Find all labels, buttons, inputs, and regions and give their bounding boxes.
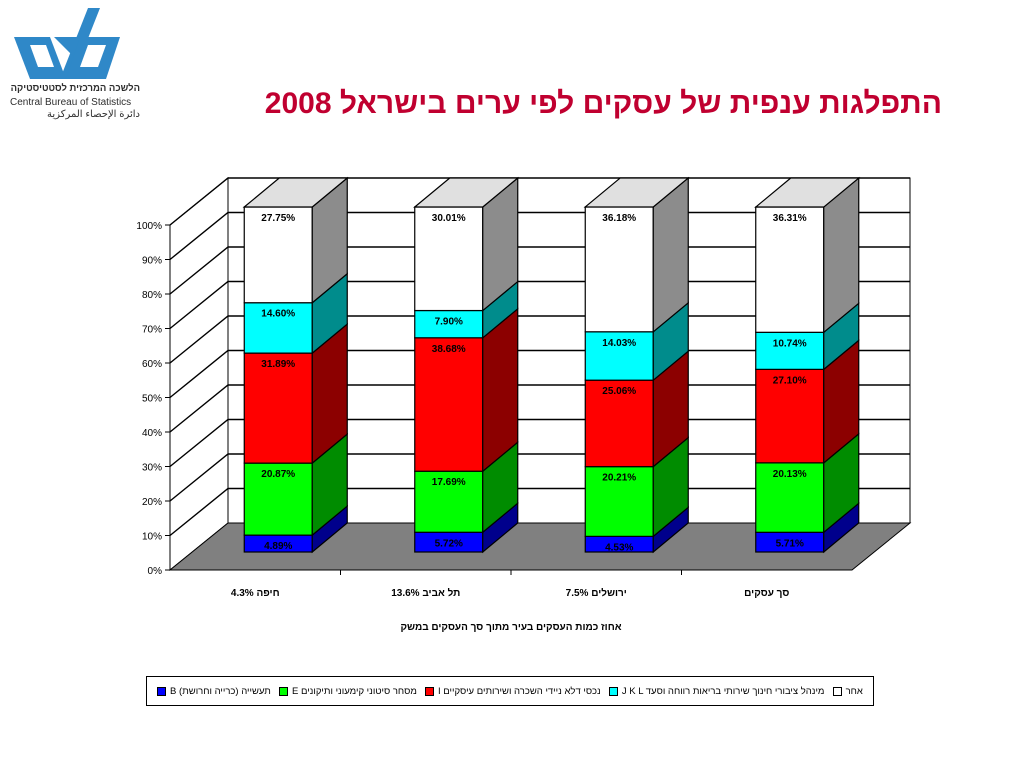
legend-label: E מסחר סיטוני קימעוני ותיקונים (291, 685, 417, 697)
bar-segment (243, 462, 313, 536)
legend-item: J K L מינהל ציבורי חינוך שירותי בריאות ר… (608, 685, 825, 697)
y-tick-label: 0% (148, 566, 163, 577)
data-label: 30.01% (432, 213, 466, 224)
data-label: 5.71% (776, 538, 804, 549)
legend-swatch (608, 686, 618, 696)
data-label: 7.90% (435, 317, 463, 328)
y-tick-label: 30% (142, 463, 162, 474)
legend-item: אחר (832, 685, 863, 697)
bar-segment (584, 331, 654, 381)
legend-swatch (278, 686, 288, 696)
bar-segment (414, 309, 484, 339)
legend-swatch (157, 686, 167, 696)
x-tick-label: סך עסקים (744, 588, 789, 599)
x-tick-label: ירושלים 7.5% (566, 587, 627, 599)
logo-text-english: Central Bureau of Statistics (10, 97, 132, 108)
data-label: 27.10% (773, 375, 807, 386)
y-tick-label: 80% (142, 290, 162, 301)
data-label: 5.72% (435, 538, 463, 549)
logo-text-hebrew: הלשכה המרכזית לסטטיסטיקה (10, 83, 140, 94)
y-tick-label: 90% (142, 256, 162, 267)
bar-segment (414, 206, 484, 312)
data-label: 20.87% (261, 469, 295, 480)
bar-segment (414, 337, 484, 472)
legend-label: I נכסי דלא ניידי השכרה ושירותים עיסקיים (437, 685, 601, 697)
data-label: 14.03% (602, 338, 636, 349)
y-tick-label: 100% (136, 221, 162, 232)
y-tick-label: 50% (142, 394, 162, 405)
x-tick-label: חיפה 4.3% (231, 588, 280, 599)
logo-text-arabic: دائرة الإحصاء المركزية (47, 109, 140, 120)
data-label: 36.31% (773, 213, 807, 224)
bar-segment (243, 206, 313, 304)
data-label: 38.68% (432, 344, 466, 355)
data-label: 10.74% (773, 338, 807, 349)
bar-segment (755, 462, 825, 533)
data-label: 27.75% (261, 213, 295, 224)
bar-segment (584, 379, 654, 468)
legend-label: B תעשייה (כרייה וחרושת) (170, 685, 271, 697)
y-tick-label: 70% (142, 325, 162, 336)
legend-label: אחר (845, 685, 863, 697)
bar-top (242, 177, 349, 208)
bar-segment (755, 368, 825, 464)
cbs-logo-emblem (14, 8, 120, 79)
data-label: 31.89% (261, 359, 295, 370)
data-label: 4.53% (605, 542, 633, 553)
bar-top (754, 177, 861, 208)
data-label: 20.13% (773, 469, 807, 480)
y-tick-label: 40% (142, 428, 162, 439)
legend-swatch (424, 686, 434, 696)
bar-top (413, 177, 520, 208)
chart-legend: B תעשייה (כרייה וחרושת) E מסחר סיטוני קימ… (146, 676, 874, 706)
legend-item: B תעשייה (כרייה וחרושת) (157, 686, 271, 697)
data-label: 4.89% (264, 541, 292, 552)
y-tick-label: 60% (142, 359, 162, 370)
page-title: התפלגות ענפית של עסקים לפי ערים בישראל 2… (264, 87, 942, 120)
bar-segment (243, 352, 313, 464)
data-label: 20.21% (602, 473, 636, 484)
y-tick-label: 20% (142, 497, 162, 508)
bar-top (583, 177, 690, 208)
data-label: 25.06% (602, 386, 636, 397)
x-axis-title: אחוז כמות העסקים בעיר מתוך סך העסקים במש… (400, 622, 621, 633)
bar-segment (584, 466, 654, 537)
legend-label: J K L מינהל ציבורי חינוך שירותי בריאות ר… (621, 685, 825, 697)
bar-segment (243, 302, 313, 354)
legend-item: E מסחר סיטוני קימעוני ותיקונים (278, 685, 417, 697)
bar-segment (755, 206, 825, 333)
bar-segment (755, 331, 825, 370)
data-label: 17.69% (432, 477, 466, 488)
x-tick-label: תל אביב 13.6% (391, 587, 460, 599)
bar-segment (584, 206, 654, 333)
y-tick-label: 10% (142, 532, 162, 543)
cbs-logo: הלשכה המרכזית לסטטיסטיקה Central Bureau … (10, 5, 140, 125)
bar-segment (414, 470, 484, 533)
data-label: 36.18% (602, 213, 636, 224)
data-label: 14.60% (261, 309, 295, 320)
legend-item: I נכסי דלא ניידי השכרה ושירותים עיסקיים (424, 685, 601, 697)
legend-swatch (832, 686, 842, 696)
